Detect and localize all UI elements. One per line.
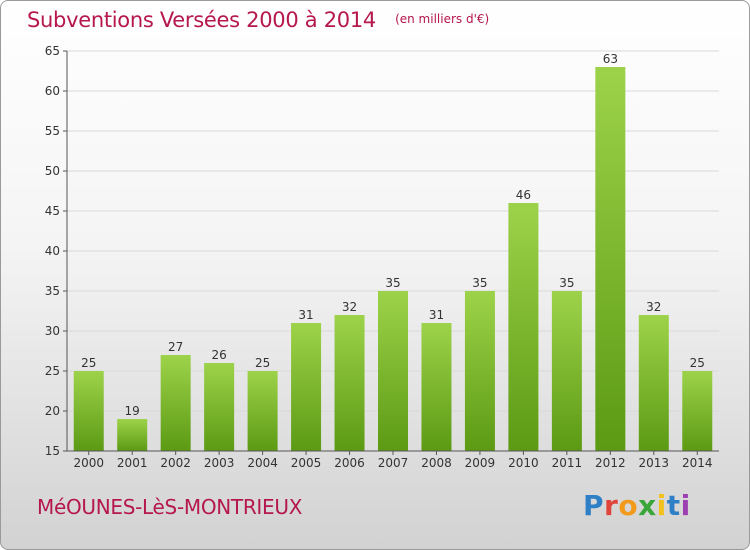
x-tick-label-2007: 2007 <box>378 456 409 470</box>
y-tick-label: 60 <box>45 84 60 98</box>
bar-2011 <box>551 291 582 451</box>
logo-letter: o <box>618 489 639 522</box>
bar-2005 <box>291 323 322 451</box>
data-label-2000: 25 <box>81 356 96 370</box>
data-label-2002: 27 <box>168 340 183 354</box>
bar-2008 <box>421 323 452 451</box>
y-tick-label: 20 <box>45 404 60 418</box>
y-tick-label: 55 <box>45 124 60 138</box>
data-label-2005: 31 <box>298 308 313 322</box>
y-tick-label: 35 <box>45 284 60 298</box>
logo-letter: i <box>656 489 667 522</box>
commune-name: MéOUNES-LèS-MONTRIEUX <box>37 495 303 519</box>
logo-letter: t <box>666 489 681 522</box>
data-label-2003: 26 <box>211 348 226 362</box>
x-tick-label-2000: 2000 <box>73 456 104 470</box>
x-tick-label-2010: 2010 <box>508 456 539 470</box>
bar-2009 <box>464 291 495 451</box>
chart-subtitle: (en milliers d'€) <box>395 12 490 26</box>
logo-letter: x <box>638 489 657 522</box>
x-tick-label-2006: 2006 <box>334 456 365 470</box>
axes-layer: 15 20 25 30 35 40 45 50 55 60 65 2000 2001 2002 2003 20… <box>45 44 719 470</box>
x-tick-label-2004: 2004 <box>247 456 278 470</box>
y-tick-label: 50 <box>45 164 60 178</box>
logo-letter: r <box>604 489 619 522</box>
bar-2001 <box>117 419 148 451</box>
y-tick-label: 40 <box>45 244 60 258</box>
bar-2003 <box>204 363 235 451</box>
data-label-2009: 35 <box>472 276 487 290</box>
bar-2012 <box>595 67 626 451</box>
y-tick-label: 30 <box>45 324 60 338</box>
bar-2014 <box>682 371 713 451</box>
bar-2006 <box>334 315 365 451</box>
data-label-2012: 63 <box>603 52 618 66</box>
x-tick-label-2001: 2001 <box>117 456 148 470</box>
data-label-2010: 46 <box>516 188 531 202</box>
data-label-2011: 35 <box>559 276 574 290</box>
bars-layer: 25 19 27 26 25 31 32 35 31 35 46 35 63 32 25 <box>73 52 713 451</box>
bar-2007 <box>378 291 408 451</box>
logo-letter: i <box>680 489 691 522</box>
data-label-2007: 35 <box>385 276 400 290</box>
chart-title: Subventions Versées 2000 à 2014 <box>27 8 376 32</box>
x-tick-label-2014: 2014 <box>682 456 713 470</box>
x-tick-label-2011: 2011 <box>552 456 583 470</box>
x-tick-label-2005: 2005 <box>291 456 322 470</box>
proxiti-logo: Proxiti <box>583 489 691 522</box>
y-tick-label: 15 <box>45 444 60 458</box>
bar-2010 <box>508 203 539 451</box>
data-label-2004: 25 <box>255 356 270 370</box>
logo-letter: P <box>583 489 605 522</box>
y-tick-label: 65 <box>45 44 60 58</box>
title-row: Subventions Versées 2000 à 2014 (en mill… <box>27 8 489 32</box>
bar-2004 <box>247 371 278 451</box>
bar-2000 <box>73 371 104 451</box>
data-label-2008: 31 <box>429 308 444 322</box>
x-tick-label-2008: 2008 <box>421 456 452 470</box>
y-tick-label: 45 <box>45 204 60 218</box>
data-label-2013: 32 <box>646 300 661 314</box>
y-tick-label: 25 <box>45 364 60 378</box>
x-tick-label-2013: 2013 <box>639 456 670 470</box>
x-tick-label-2009: 2009 <box>465 456 496 470</box>
bar-2002 <box>160 355 191 451</box>
x-tick-label-2003: 2003 <box>204 456 235 470</box>
bar-2013 <box>638 315 669 451</box>
data-label-2006: 32 <box>342 300 357 314</box>
data-label-2014: 25 <box>690 356 705 370</box>
data-label-2001: 19 <box>125 404 140 418</box>
x-tick-label-2002: 2002 <box>160 456 191 470</box>
x-tick-label-2012: 2012 <box>595 456 626 470</box>
